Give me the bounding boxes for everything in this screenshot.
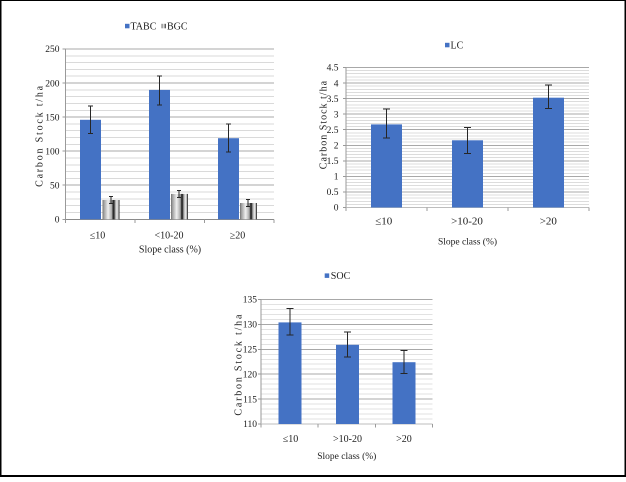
svg-text:Carbon Stock t/ha: Carbon Stock t/ha [319,80,330,169]
svg-text:100: 100 [45,147,60,157]
svg-text:Carbon Stock t/ha: Carbon Stock t/ha [234,313,245,416]
svg-text:>20: >20 [540,216,558,228]
svg-text:1: 1 [334,173,339,183]
svg-text:0: 0 [334,204,339,214]
svg-text:>10-20: >10-20 [451,216,483,228]
svg-text:150: 150 [45,113,60,123]
svg-text:≥20: ≥20 [230,231,246,242]
svg-text:0: 0 [55,216,60,226]
svg-text:≤10: ≤10 [283,434,299,445]
svg-text:Slope class (%): Slope class (%) [139,245,201,256]
svg-text:Slope class (%): Slope class (%) [438,237,497,248]
svg-text:SOC: SOC [331,271,351,282]
svg-text:50: 50 [50,181,60,191]
svg-text:Carbon Stock t/ha: Carbon Stock t/ha [35,84,46,187]
svg-text:120: 120 [243,370,258,380]
svg-text:BGC: BGC [167,22,188,33]
svg-text:>10-20: >10-20 [333,434,362,445]
svg-text:4.5: 4.5 [327,64,339,74]
svg-text:Slope class (%): Slope class (%) [317,451,376,462]
svg-text:TABC: TABC [131,22,157,33]
svg-text:135: 135 [243,296,258,306]
svg-text:4: 4 [334,79,339,89]
svg-text:<10-20: <10-20 [155,231,184,242]
svg-text:>20: >20 [396,434,412,445]
svg-text:2: 2 [334,142,339,152]
svg-text:200: 200 [45,79,60,89]
svg-text:LC: LC [451,40,464,51]
svg-text:≤10: ≤10 [90,231,106,242]
svg-text:125: 125 [243,346,258,356]
svg-text:115: 115 [243,395,257,405]
svg-text:130: 130 [243,321,258,331]
svg-text:250: 250 [45,45,60,55]
svg-text:110: 110 [243,420,257,430]
svg-text:0.5: 0.5 [327,188,339,198]
svg-text:3: 3 [334,110,339,120]
svg-text:≤10: ≤10 [375,216,393,228]
